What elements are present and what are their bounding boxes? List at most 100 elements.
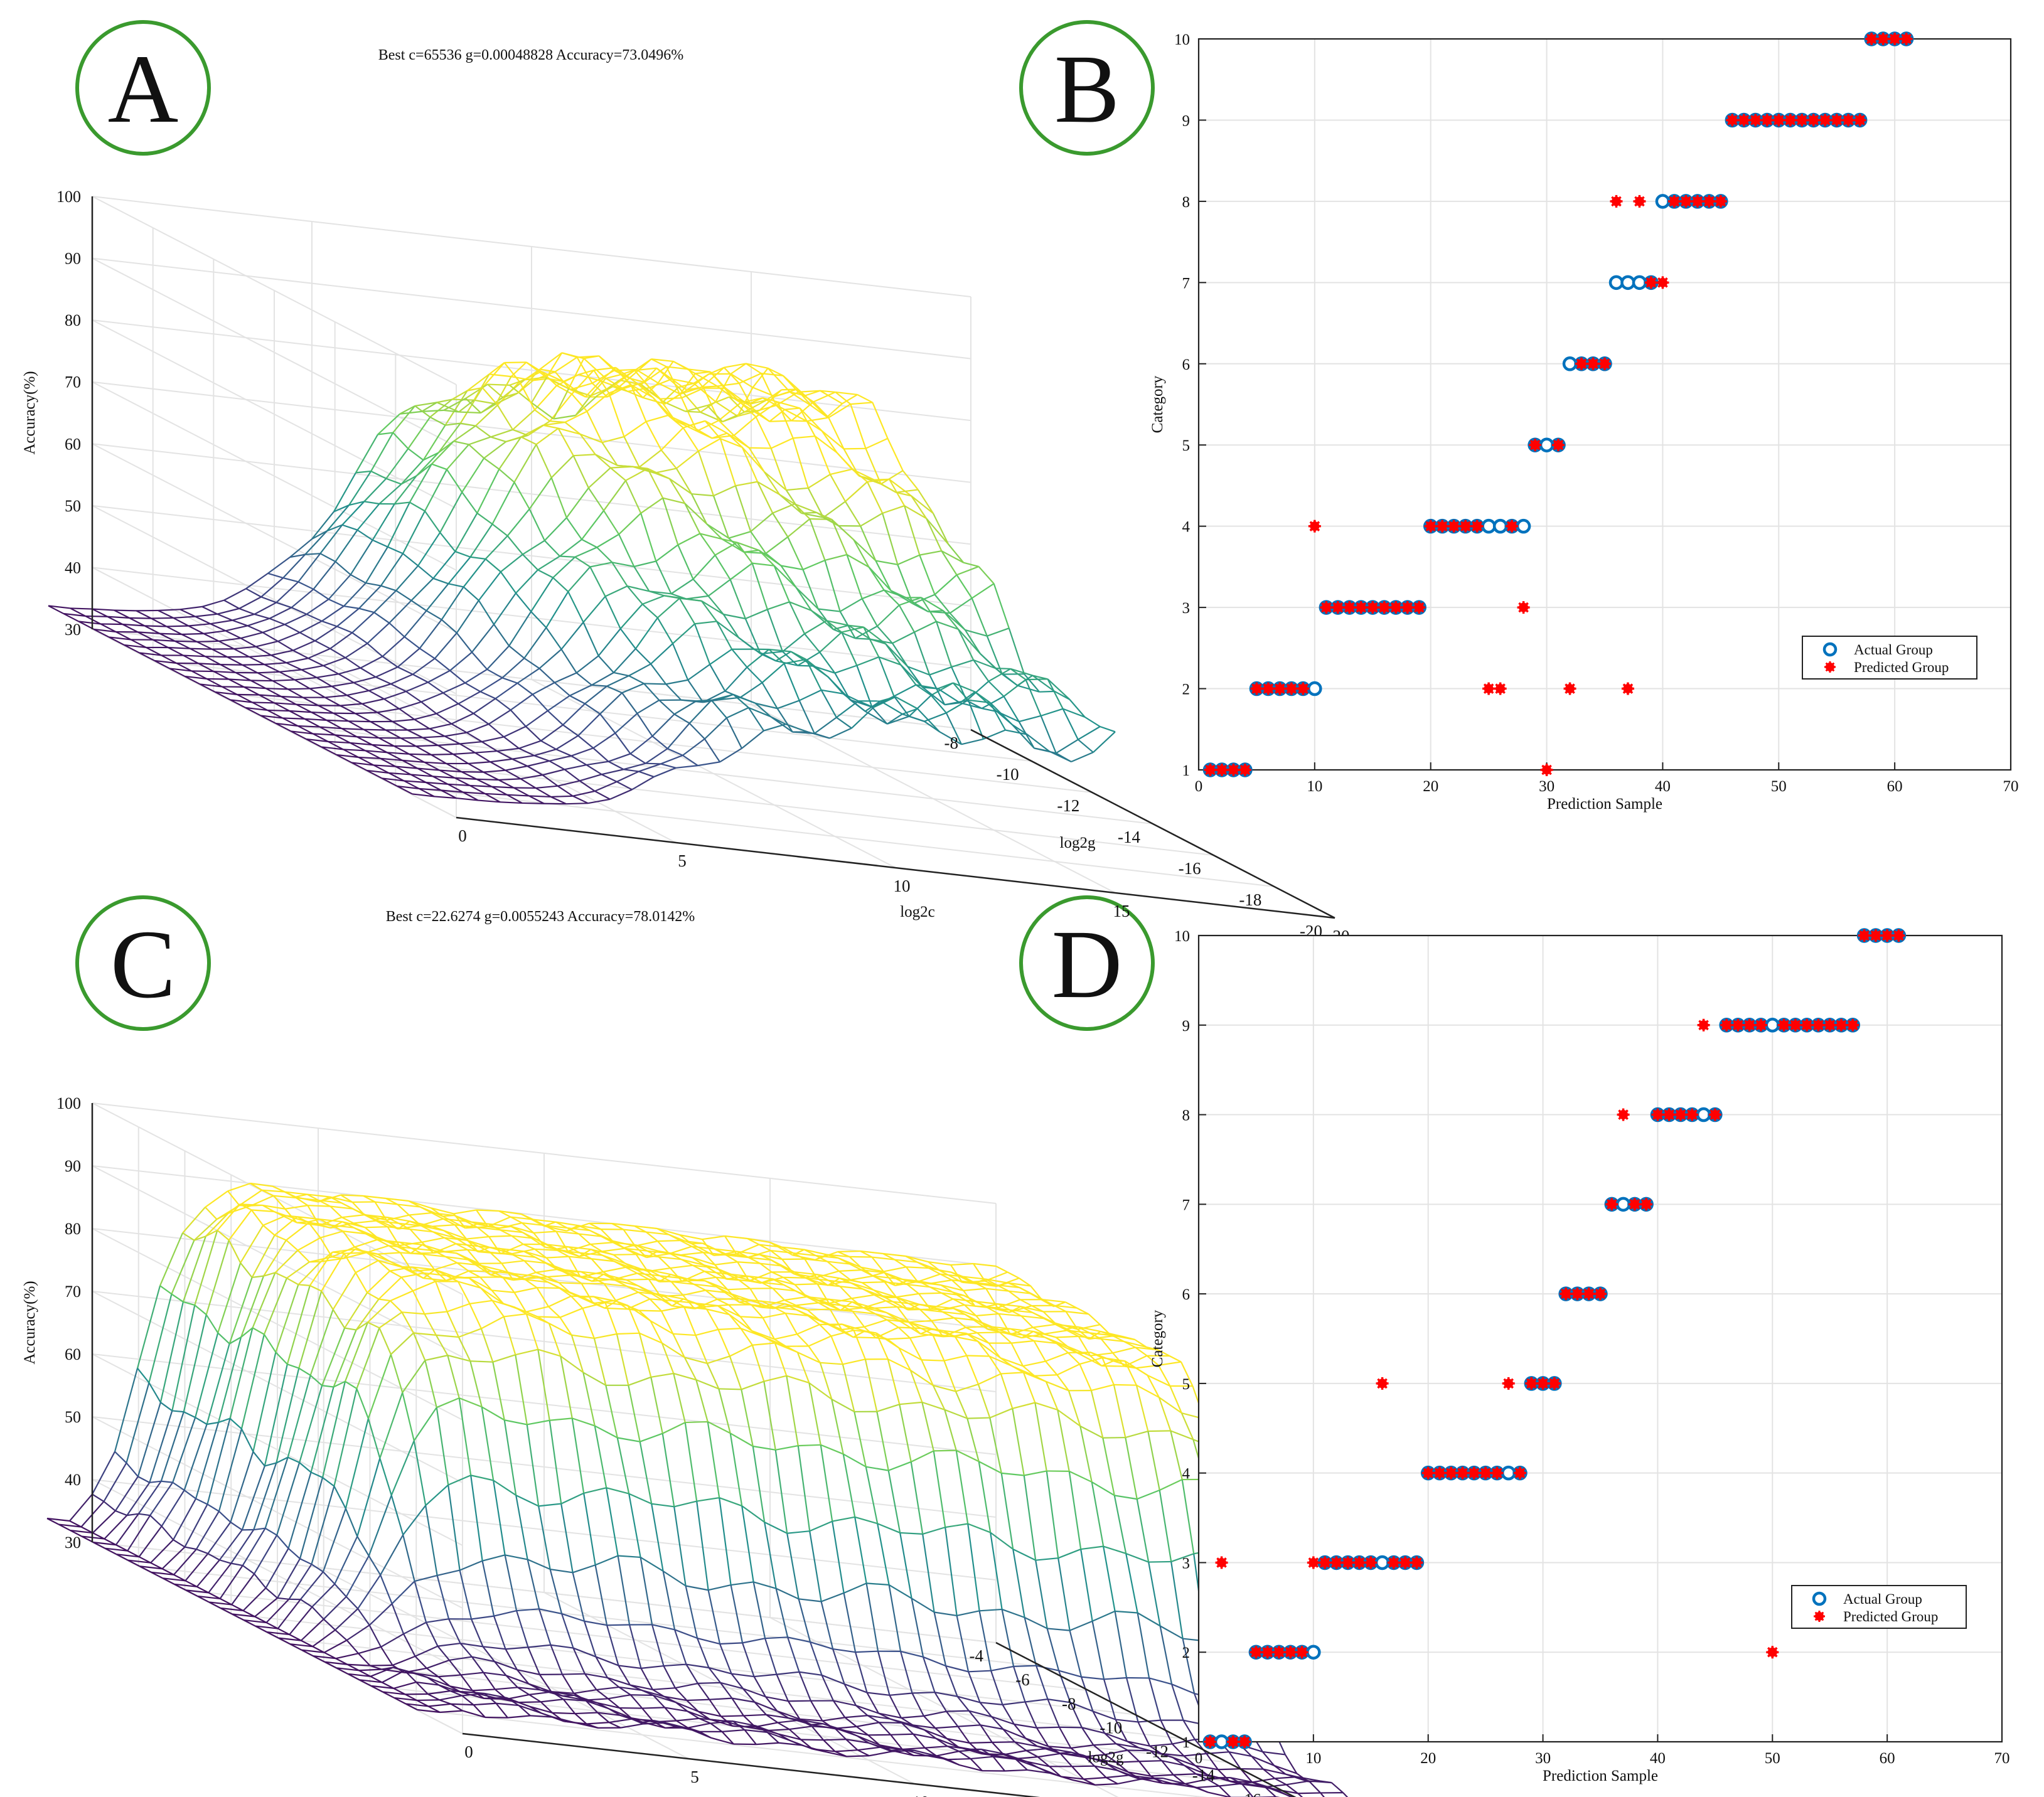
mesh-edge — [909, 1321, 922, 1329]
mesh-edge — [765, 1636, 788, 1640]
mesh-edge — [882, 1253, 895, 1261]
mesh-edge — [70, 607, 86, 617]
mesh-edge — [860, 513, 883, 527]
mesh-edge — [708, 579, 731, 597]
mesh-edge — [895, 1277, 908, 1286]
mesh-edge — [630, 384, 647, 422]
mesh-edge — [196, 1586, 209, 1594]
mesh-edge — [397, 785, 419, 790]
mesh-edge — [228, 678, 245, 688]
mesh-edge — [286, 1277, 299, 1286]
mesh-edge — [945, 1523, 968, 1528]
mesh-edge — [198, 663, 214, 673]
mesh-edge — [250, 1204, 263, 1207]
mesh-edge — [798, 700, 815, 734]
mesh-edge — [382, 777, 398, 787]
mesh-edge — [664, 1695, 687, 1702]
mesh-edge — [829, 727, 852, 739]
mesh-edge — [417, 565, 434, 579]
mesh-edge — [931, 1317, 955, 1321]
mesh-edge — [532, 681, 555, 695]
mesh-edge — [990, 1670, 1003, 1705]
mesh-edge — [334, 734, 357, 738]
mesh-edge — [597, 1702, 620, 1709]
mesh-edge — [1079, 1357, 1103, 1365]
mesh-edge — [368, 690, 385, 700]
mesh-edge — [275, 1352, 288, 1365]
mesh-edge — [919, 1309, 933, 1321]
mesh-edge — [319, 524, 343, 554]
mesh-edge — [998, 1303, 1021, 1308]
mesh-edge — [277, 632, 301, 643]
mesh-edge — [457, 703, 474, 715]
y-gridline — [184, 1151, 1089, 1692]
mesh-edge — [1286, 1780, 1309, 1786]
mesh-edge — [363, 1195, 387, 1200]
mesh-edge — [833, 1700, 846, 1718]
mesh-edge — [287, 1547, 301, 1560]
mesh-edge — [993, 583, 1010, 629]
mesh-edge — [703, 699, 719, 703]
mesh-edge — [319, 553, 336, 563]
mesh-edge — [449, 1685, 473, 1692]
mesh-edge — [720, 438, 743, 449]
mesh-edge — [263, 1277, 287, 1335]
mesh-edge — [298, 1367, 311, 1376]
mesh-edge — [867, 1734, 880, 1746]
mesh-edge — [724, 363, 746, 368]
mesh-edge — [684, 1422, 698, 1501]
mesh-edge — [965, 1333, 978, 1342]
mesh-edge — [1083, 1776, 1106, 1780]
mesh-edge — [616, 771, 639, 782]
mesh-edge — [741, 730, 764, 749]
mesh-edge — [415, 463, 432, 477]
mesh-edge — [1034, 1375, 1047, 1382]
mesh-edge — [228, 678, 251, 681]
mesh-edge — [532, 1218, 545, 1227]
mesh-edge — [1056, 1374, 1069, 1391]
mesh-edge — [743, 1715, 756, 1728]
mesh-edge — [343, 749, 366, 752]
mesh-edge — [200, 683, 222, 688]
x-tick-label: 0 — [458, 826, 467, 845]
mesh-edge — [929, 1282, 941, 1286]
mesh-edge — [402, 1505, 427, 1535]
mesh-edge — [392, 718, 415, 723]
mesh-edge — [289, 1606, 313, 1635]
mesh-edge — [229, 1417, 242, 1430]
mesh-edge — [252, 701, 275, 704]
mesh-edge — [823, 501, 846, 518]
mesh-edge — [429, 728, 446, 737]
mesh-edge — [190, 648, 206, 658]
mesh-edge — [1003, 1754, 1016, 1760]
predicted-point — [1227, 764, 1240, 776]
mesh-edge — [381, 1668, 405, 1673]
mesh-edge — [815, 435, 838, 454]
mesh-edge — [432, 776, 455, 779]
mesh-edge — [420, 1225, 434, 1233]
mesh-edge — [1159, 1479, 1183, 1491]
mesh-edge — [673, 713, 690, 724]
mesh-edge — [918, 1281, 929, 1284]
mesh-edge — [161, 1525, 174, 1540]
mesh-edge — [294, 676, 317, 681]
mesh-edge — [264, 662, 287, 666]
mesh-edge — [959, 1764, 983, 1772]
mesh-edge — [284, 613, 308, 626]
mesh-edge — [505, 436, 522, 443]
mesh-edge — [977, 1331, 1000, 1334]
mesh-edge — [1148, 1677, 1172, 1685]
mesh-edge — [579, 1249, 592, 1257]
mesh-edge — [457, 1281, 481, 1289]
mesh-edge — [649, 590, 665, 597]
mesh-edge — [754, 702, 771, 717]
mesh-edge — [322, 1508, 346, 1572]
mesh-edge — [828, 1279, 841, 1288]
mesh-edge — [1195, 1765, 1218, 1771]
mesh-edge — [629, 1684, 653, 1690]
mesh-edge — [388, 772, 411, 776]
mesh-edge — [941, 1292, 954, 1300]
mesh-edge — [454, 550, 471, 558]
mesh-edge — [863, 1300, 886, 1309]
mesh-edge — [681, 699, 697, 702]
